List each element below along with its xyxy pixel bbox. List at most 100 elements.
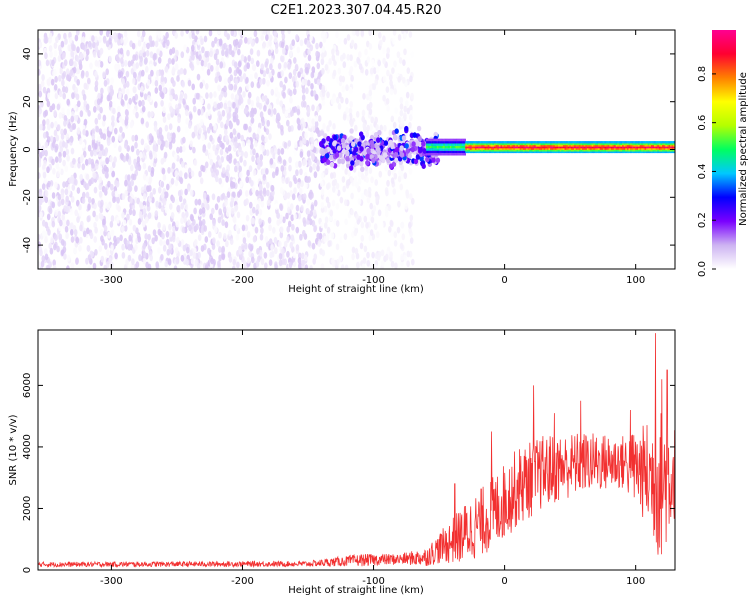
heatmap-cell (666, 141, 669, 144)
heatmap-cell (487, 145, 490, 149)
heatmap-cell (263, 252, 268, 259)
heatmap-cell (203, 192, 207, 200)
heatmap-cell (349, 165, 354, 171)
heatmap-cell (615, 144, 618, 147)
heatmap-cell (48, 76, 52, 84)
heatmap-cell (53, 129, 58, 137)
heatmap-cell (331, 54, 336, 62)
heatmap-cell (244, 242, 248, 250)
heatmap-cell (166, 183, 170, 191)
heatmap-cell (73, 172, 77, 180)
heatmap-cell (274, 87, 279, 94)
heatmap-cell (481, 145, 484, 149)
heatmap-cell (266, 181, 270, 189)
heatmap-cell (399, 145, 404, 151)
heatmap-cell (368, 234, 373, 242)
heatmap-cell (223, 90, 228, 98)
heatmap-cell (106, 249, 110, 257)
heatmap-cell (89, 62, 93, 70)
heatmap-cell (307, 115, 311, 123)
heatmap-cell (257, 127, 261, 134)
heatmap-cell (457, 153, 459, 156)
heatmap-cell (566, 147, 569, 150)
heatmap-cell (567, 150, 570, 154)
heatmap-cell (642, 150, 645, 154)
heatmap-cell (155, 69, 160, 77)
heatmap-cell (572, 150, 575, 154)
heatmap-cell (114, 127, 118, 135)
heatmap-cell (58, 151, 62, 159)
heatmap-cell (604, 142, 607, 146)
heatmap-cell (631, 144, 634, 147)
heatmap-cell (430, 153, 433, 156)
heatmap-cell (310, 90, 314, 97)
heatmap-cell (82, 51, 87, 59)
heatmap-cell (383, 140, 389, 146)
heatmap-cell (38, 59, 42, 67)
heatmap-cell (48, 32, 53, 40)
heatmap-cell (239, 171, 243, 179)
heatmap-cell (497, 149, 500, 152)
heatmap-cell (106, 130, 111, 138)
heatmap-cell (633, 144, 636, 147)
heatmap-cell (122, 219, 127, 227)
heatmap-cell (108, 257, 112, 265)
heatmap-cell (588, 149, 591, 152)
heatmap-cell (391, 67, 395, 74)
heatmap-cell (364, 68, 369, 76)
heatmap-cell (92, 172, 97, 180)
heatmap-cell (65, 68, 70, 76)
heatmap-cell (586, 147, 589, 150)
heatmap-cell (134, 134, 139, 142)
heatmap-cell (540, 147, 543, 150)
heatmap-cell (291, 75, 296, 83)
heatmap-cell (487, 144, 490, 147)
heatmap-cell (524, 144, 527, 147)
heatmap-cell (392, 37, 396, 45)
heatmap-cell (58, 233, 63, 241)
heatmap-cell (392, 188, 397, 195)
heatmap-cell (486, 147, 489, 150)
heatmap-cell (479, 144, 482, 147)
heatmap-cell (144, 37, 148, 44)
heatmap-cell (148, 35, 153, 43)
heatmap-cell (167, 258, 172, 266)
heatmap-cell (641, 141, 644, 144)
heatmap-cell (448, 143, 451, 146)
heatmap-cell (601, 149, 604, 152)
heatmap-cell (229, 238, 234, 246)
heatmap-cell (585, 141, 588, 144)
y-tick-label: 0 (22, 567, 33, 573)
snr-series-line (38, 333, 675, 569)
heatmap-cell (91, 198, 95, 205)
heatmap-cell (489, 145, 492, 149)
heatmap-cell (490, 147, 493, 150)
heatmap-cell (535, 149, 538, 152)
heatmap-cell (465, 142, 468, 146)
heatmap-cell (497, 150, 500, 154)
heatmap-cell (492, 150, 495, 154)
heatmap-cell (161, 167, 166, 175)
heatmap-cell (210, 257, 214, 265)
heatmap-cell (476, 144, 479, 147)
heatmap-cell (210, 249, 215, 257)
heatmap-cell (105, 40, 110, 48)
heatmap-cell (164, 65, 169, 73)
heatmap-cell (183, 93, 188, 100)
heatmap-cell (609, 144, 612, 147)
heatmap-cell (658, 145, 661, 149)
heatmap-cell (129, 121, 134, 129)
heatmap-cell (76, 79, 80, 86)
heatmap-cell (670, 144, 673, 147)
heatmap-cell (260, 258, 265, 266)
heatmap-cell (293, 213, 297, 220)
heatmap-cell (476, 141, 479, 144)
heatmap-cell (112, 161, 116, 169)
heatmap-cell (147, 165, 152, 173)
heatmap-cell (313, 199, 318, 207)
heatmap-cell (598, 142, 601, 146)
heatmap-cell (213, 123, 217, 131)
heatmap-cell (514, 141, 517, 144)
heatmap-cell (84, 203, 88, 210)
heatmap-cell (615, 147, 618, 150)
